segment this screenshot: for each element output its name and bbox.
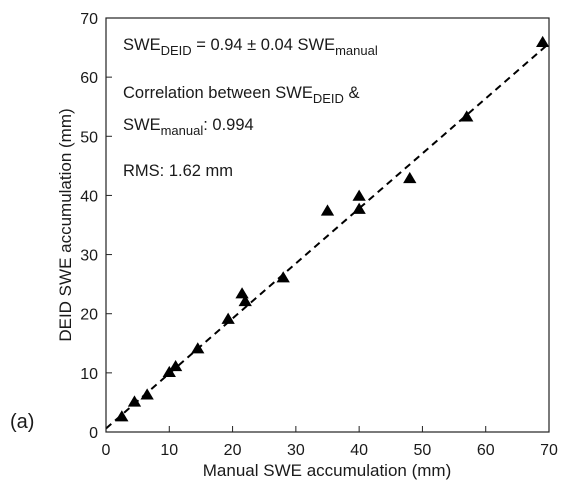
data-point-triangle [127, 395, 142, 407]
x-tick-label: 60 [477, 442, 495, 459]
data-point-triangle [352, 202, 366, 214]
data-markers [115, 35, 550, 422]
plot-frame [105, 17, 550, 433]
panel-label: (a) [10, 411, 34, 433]
data-point-triangle [352, 189, 366, 201]
y-tick-label: 60 [80, 70, 98, 87]
y-axis-label: DEID SWE accumulation (mm) [56, 108, 75, 341]
data-point-triangle [115, 410, 129, 422]
y-tick-label: 50 [80, 129, 98, 146]
x-tick-label: 0 [102, 442, 111, 459]
x-tick-label: 10 [160, 442, 178, 459]
y-tick-label: 70 [80, 11, 98, 28]
y-tick-label: 40 [80, 188, 98, 205]
equation-annotation: SWEDEID = 0.94 ± 0.04 SWEmanual [123, 36, 378, 58]
equation-rhs-subscript: manual [335, 43, 378, 58]
data-point-triangle [162, 365, 176, 378]
rms-annotation: RMS: 1.62 mm [123, 162, 233, 180]
x-tick-label: 20 [224, 442, 242, 459]
x-tick-label: 70 [540, 442, 558, 459]
x-tick-label: 30 [287, 442, 305, 459]
data-point-triangle [168, 359, 183, 372]
correlation-annotation-line2: SWEmanual: 0.994 [123, 116, 254, 138]
data-point-triangle [460, 110, 474, 122]
fit-line [105, 42, 550, 430]
data-point-triangle [320, 204, 335, 216]
equation-lhs-subscript: DEID [161, 43, 192, 58]
y-tick-label: 20 [80, 307, 98, 324]
data-point-triangle [403, 171, 417, 184]
data-point-triangle [140, 388, 154, 400]
x-tick-label: 50 [414, 442, 432, 459]
correlation-subscript-deid: DEID [313, 91, 344, 106]
correlation-annotation-line1: Correlation between SWEDEID & [123, 84, 360, 106]
data-point-triangle [221, 312, 235, 324]
x-axis-label: Manual SWE accumulation (mm) [203, 461, 451, 480]
correlation-subscript-manual: manual [161, 123, 204, 138]
data-point-triangle [276, 271, 290, 283]
y-tick-label: 10 [80, 366, 98, 383]
axis-tick-labels: 0 10 20 30 40 50 60 70 0 10 20 30 40 50 60 70 [80, 11, 558, 459]
y-tick-label: 30 [80, 248, 98, 265]
x-tick-label: 40 [350, 442, 368, 459]
data-point-triangle [238, 294, 252, 307]
data-point-triangle [191, 342, 205, 354]
y-tick-label: 0 [89, 425, 98, 442]
data-point-triangle [536, 35, 550, 48]
